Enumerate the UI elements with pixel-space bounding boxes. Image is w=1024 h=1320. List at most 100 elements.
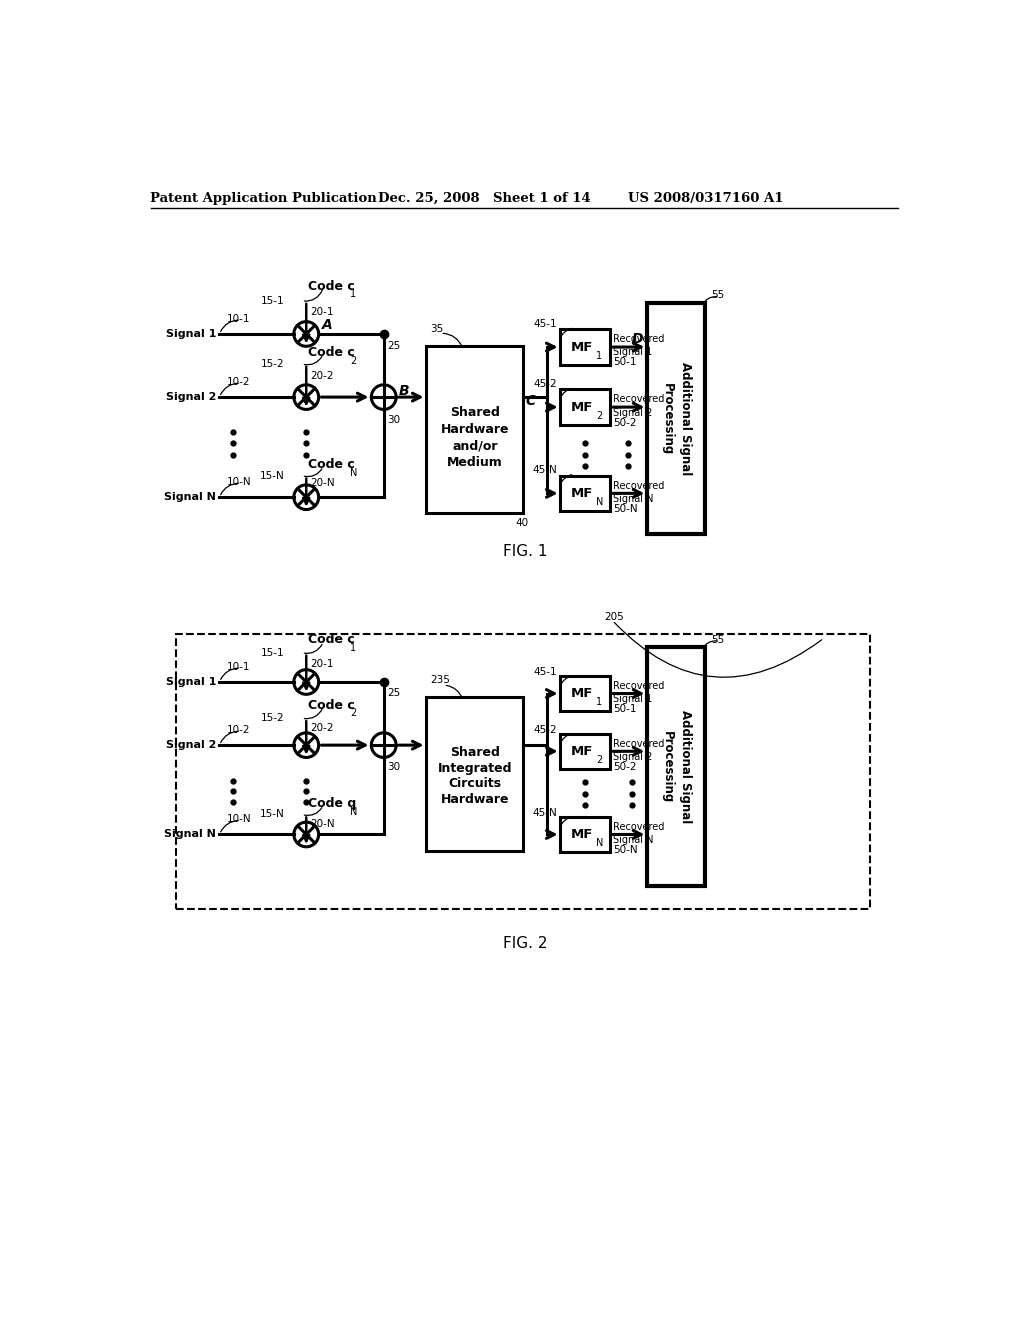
Text: Signal N: Signal N bbox=[613, 834, 653, 845]
Text: 45-N: 45-N bbox=[532, 465, 557, 475]
Bar bbox=[560, 676, 610, 711]
Text: 15-2: 15-2 bbox=[261, 359, 285, 370]
Text: B: B bbox=[398, 384, 410, 397]
Text: Code q: Code q bbox=[308, 797, 356, 810]
Text: 20-2: 20-2 bbox=[310, 723, 334, 733]
Text: Signal 2: Signal 2 bbox=[613, 751, 652, 762]
Text: Signal 2: Signal 2 bbox=[166, 392, 216, 403]
Text: 35: 35 bbox=[430, 323, 443, 334]
Text: N: N bbox=[350, 807, 357, 817]
Text: 45-1: 45-1 bbox=[534, 667, 557, 677]
Text: Recovered: Recovered bbox=[613, 822, 665, 832]
Text: 1: 1 bbox=[350, 289, 356, 300]
Text: 45-N: 45-N bbox=[532, 808, 557, 818]
Text: 45-1: 45-1 bbox=[534, 319, 557, 329]
Text: 50-1: 50-1 bbox=[613, 358, 637, 367]
Text: Signal N: Signal N bbox=[165, 492, 216, 502]
Text: N: N bbox=[596, 498, 603, 507]
Bar bbox=[560, 734, 610, 770]
Text: Additional Signal
Processing: Additional Signal Processing bbox=[660, 710, 692, 824]
Text: 30: 30 bbox=[387, 762, 400, 772]
Bar bbox=[560, 817, 610, 853]
Text: 20-2: 20-2 bbox=[310, 371, 334, 380]
Text: 50-2: 50-2 bbox=[613, 762, 637, 772]
Bar bbox=[426, 697, 523, 851]
Text: Recovered: Recovered bbox=[613, 334, 665, 345]
Bar bbox=[647, 647, 706, 886]
Text: Recovered: Recovered bbox=[613, 681, 665, 690]
Text: 45-2: 45-2 bbox=[534, 725, 557, 735]
Text: 15-1: 15-1 bbox=[261, 648, 285, 657]
Text: Code c: Code c bbox=[308, 458, 354, 471]
Text: 50-2: 50-2 bbox=[613, 417, 637, 428]
Text: Shared: Shared bbox=[450, 746, 500, 759]
Bar bbox=[560, 389, 610, 425]
Text: 30: 30 bbox=[387, 416, 400, 425]
Text: D: D bbox=[632, 333, 643, 346]
Text: C: C bbox=[525, 393, 536, 408]
Text: 10-2: 10-2 bbox=[227, 376, 251, 387]
Bar bbox=[647, 304, 706, 535]
Text: 50-N: 50-N bbox=[613, 845, 638, 855]
Text: MF: MF bbox=[571, 686, 593, 700]
Text: 40: 40 bbox=[515, 519, 528, 528]
Text: 25: 25 bbox=[387, 341, 400, 351]
Text: 15-N: 15-N bbox=[260, 471, 285, 480]
Text: Signal 1: Signal 1 bbox=[166, 329, 216, 339]
Text: 20-1: 20-1 bbox=[310, 308, 334, 317]
Text: N: N bbox=[596, 838, 603, 849]
Text: 10-2: 10-2 bbox=[227, 725, 251, 735]
Text: Hardware: Hardware bbox=[440, 422, 509, 436]
Text: 10-N: 10-N bbox=[227, 814, 252, 824]
Text: Signal 1: Signal 1 bbox=[166, 677, 216, 686]
Text: 2: 2 bbox=[596, 755, 602, 766]
Text: 1: 1 bbox=[596, 697, 602, 708]
Text: Signal 2: Signal 2 bbox=[613, 408, 652, 417]
Text: MF: MF bbox=[571, 341, 593, 354]
Text: Signal 2: Signal 2 bbox=[166, 741, 216, 750]
Text: 25: 25 bbox=[387, 688, 400, 698]
Text: Integrated: Integrated bbox=[437, 762, 512, 775]
Bar bbox=[176, 635, 870, 909]
Text: MF: MF bbox=[571, 400, 593, 413]
Text: 55: 55 bbox=[712, 635, 725, 644]
Text: Recovered: Recovered bbox=[613, 480, 665, 491]
Text: A: A bbox=[322, 318, 333, 331]
Text: 50-1: 50-1 bbox=[613, 704, 637, 714]
Text: 45-2: 45-2 bbox=[534, 379, 557, 389]
Text: 50-N: 50-N bbox=[613, 504, 638, 513]
Text: Medium: Medium bbox=[446, 457, 503, 470]
Text: 2: 2 bbox=[350, 708, 356, 718]
Text: Signal 1: Signal 1 bbox=[613, 694, 652, 704]
Text: Code c: Code c bbox=[308, 346, 354, 359]
Text: 15-2: 15-2 bbox=[261, 713, 285, 723]
Text: 20-N: 20-N bbox=[310, 478, 335, 488]
Text: 2: 2 bbox=[596, 411, 602, 421]
Text: Sheet 1 of 14: Sheet 1 of 14 bbox=[493, 191, 591, 205]
Text: Circuits: Circuits bbox=[449, 777, 502, 791]
Text: and/or: and/or bbox=[452, 440, 498, 453]
Text: 15-N: 15-N bbox=[260, 809, 285, 820]
Text: Shared: Shared bbox=[450, 405, 500, 418]
Text: 10-1: 10-1 bbox=[227, 314, 251, 323]
Text: Recovered: Recovered bbox=[613, 395, 665, 404]
Bar bbox=[560, 330, 610, 364]
Bar bbox=[560, 475, 610, 511]
Text: MF: MF bbox=[571, 487, 593, 500]
Text: Code c: Code c bbox=[308, 634, 354, 647]
Text: 1: 1 bbox=[596, 351, 602, 360]
Text: 205: 205 bbox=[604, 611, 625, 622]
Text: 2: 2 bbox=[350, 355, 356, 366]
Text: FIG. 1: FIG. 1 bbox=[503, 544, 547, 558]
Text: MF: MF bbox=[571, 828, 593, 841]
Text: 15-1: 15-1 bbox=[261, 296, 285, 306]
Text: N: N bbox=[350, 469, 357, 478]
Text: Signal N: Signal N bbox=[165, 829, 216, 840]
Text: 235: 235 bbox=[430, 676, 451, 685]
Text: 20-1: 20-1 bbox=[310, 659, 334, 668]
Text: 10-1: 10-1 bbox=[227, 661, 251, 672]
Text: Signal 1: Signal 1 bbox=[613, 347, 652, 358]
Text: 1: 1 bbox=[350, 643, 356, 652]
Text: US 2008/0317160 A1: US 2008/0317160 A1 bbox=[628, 191, 783, 205]
Text: Signal N: Signal N bbox=[613, 494, 653, 504]
